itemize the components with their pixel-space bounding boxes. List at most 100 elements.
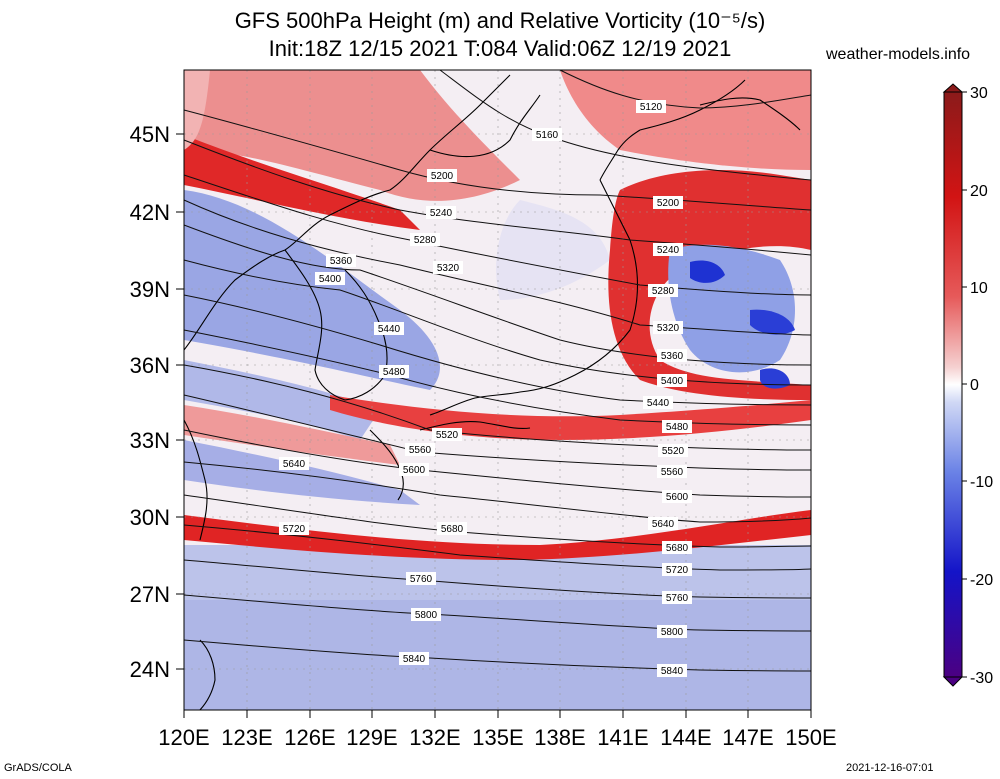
lat-label-33n: 33N <box>130 428 170 453</box>
contour-label: 5320 <box>433 261 463 274</box>
lat-label-39n: 39N <box>130 277 170 302</box>
contour-label: 5200 <box>653 196 683 209</box>
colorbar-tick: -10 <box>970 474 993 491</box>
contour-labels: 5120 5160 5200 5240 5280 5320 5360 5400 … <box>279 100 692 677</box>
contour-label: 5520 <box>432 428 462 441</box>
lat-label-45n: 45N <box>130 122 170 147</box>
contour-label: 5680 <box>662 541 692 554</box>
contour-label: 5400 <box>315 272 345 285</box>
site-credit: weather-models.info <box>826 46 971 63</box>
svg-text:5720: 5720 <box>283 524 306 535</box>
colorbar-tick: 30 <box>970 85 988 102</box>
contour-label: 5840 <box>399 652 429 665</box>
contour-label: 5600 <box>662 490 692 503</box>
svg-text:5720: 5720 <box>666 565 689 576</box>
svg-text:5520: 5520 <box>662 446 685 457</box>
colorbar-tick: 20 <box>970 183 988 200</box>
svg-text:5320: 5320 <box>657 323 680 334</box>
contour-label: 5280 <box>648 284 678 297</box>
colorbar: 30 20 10 0 -10 -20 -30 <box>942 83 993 687</box>
svg-text:5840: 5840 <box>403 654 426 665</box>
svg-text:5640: 5640 <box>283 459 306 470</box>
contour-label: 5560 <box>657 465 687 478</box>
contour-label: 5520 <box>658 444 688 457</box>
lon-label-126e: 126E <box>284 725 335 750</box>
svg-text:5680: 5680 <box>666 543 689 554</box>
colorbar-tick: 0 <box>970 377 979 394</box>
contour-label: 5240 <box>426 206 456 219</box>
svg-text:5600: 5600 <box>666 492 689 503</box>
svg-text:5560: 5560 <box>661 467 684 478</box>
svg-text:5680: 5680 <box>441 524 464 535</box>
svg-text:5640: 5640 <box>652 519 675 530</box>
svg-text:5440: 5440 <box>647 398 670 409</box>
contour-label: 5680 <box>437 522 467 535</box>
lat-label-30n: 30N <box>130 505 170 530</box>
contour-label: 5760 <box>662 591 692 604</box>
generated-timestamp: 2021-12-16-07:01 <box>846 762 934 774</box>
svg-text:5520: 5520 <box>436 430 459 441</box>
contour-label: 5720 <box>662 563 692 576</box>
svg-text:5800: 5800 <box>415 610 438 621</box>
contour-label: 5640 <box>279 457 309 470</box>
contour-label: 5360 <box>326 254 356 267</box>
contour-label: 5280 <box>410 233 440 246</box>
svg-text:5760: 5760 <box>410 574 433 585</box>
svg-text:5280: 5280 <box>652 286 675 297</box>
lat-label-27n: 27N <box>130 582 170 607</box>
lat-label-36n: 36N <box>130 353 170 378</box>
lon-label-135e: 135E <box>472 725 523 750</box>
lat-axis: 45N 42N 39N 36N 33N 30N 27N 24N <box>130 122 184 682</box>
svg-text:5160: 5160 <box>536 130 559 141</box>
svg-text:5760: 5760 <box>666 593 689 604</box>
contour-label: 5560 <box>405 443 435 456</box>
svg-text:5120: 5120 <box>640 102 663 113</box>
svg-text:5240: 5240 <box>657 245 680 256</box>
lon-label-144e: 144E <box>660 725 711 750</box>
svg-text:5320: 5320 <box>437 263 460 274</box>
lat-label-24n: 24N <box>130 657 170 682</box>
contour-label: 5440 <box>374 322 404 335</box>
svg-text:5440: 5440 <box>378 324 401 335</box>
contour-label: 5360 <box>657 349 687 362</box>
map-subtitle: Init:18Z 12/15 2021 T:084 Valid:06Z 12/1… <box>268 36 732 61</box>
colorbar-top-arrow <box>942 83 964 93</box>
lon-axis: 120E 123E 126E 129E 132E 135E 138E 141E … <box>158 710 837 750</box>
lon-label-138e: 138E <box>534 725 585 750</box>
contour-label: 5800 <box>657 625 687 638</box>
svg-text:5560: 5560 <box>409 445 432 456</box>
lon-label-147e: 147E <box>722 725 773 750</box>
svg-text:5480: 5480 <box>383 367 406 378</box>
contour-label: 5400 <box>657 374 687 387</box>
svg-text:5280: 5280 <box>414 235 437 246</box>
height-contours <box>183 69 812 672</box>
svg-text:5600: 5600 <box>403 465 426 476</box>
svg-text:5200: 5200 <box>431 171 454 182</box>
svg-text:5360: 5360 <box>330 256 353 267</box>
map-title: GFS 500hPa Height (m) and Relative Vorti… <box>234 8 766 33</box>
software-credit: GrADS/COLA <box>4 762 72 774</box>
colorbar-bottom-arrow <box>942 676 964 687</box>
svg-text:5360: 5360 <box>661 351 684 362</box>
svg-text:5400: 5400 <box>319 274 342 285</box>
colorbar-bar <box>943 91 963 678</box>
contour-label: 5640 <box>648 517 678 530</box>
contour-label: 5600 <box>399 463 429 476</box>
lon-label-120e: 120E <box>158 725 209 750</box>
contour-label: 5720 <box>279 522 309 535</box>
contour-label: 5440 <box>643 396 673 409</box>
contour-label: 5480 <box>662 420 692 433</box>
lon-label-123e: 123E <box>221 725 272 750</box>
lon-label-150e: 150E <box>785 725 836 750</box>
contour-label: 5240 <box>653 243 683 256</box>
lon-label-129e: 129E <box>346 725 397 750</box>
svg-text:5200: 5200 <box>657 198 680 209</box>
lat-label-42n: 42N <box>130 200 170 225</box>
contour-label: 5840 <box>657 664 687 677</box>
contour-label: 5480 <box>379 365 409 378</box>
svg-text:5840: 5840 <box>661 666 684 677</box>
lon-label-141e: 141E <box>597 725 648 750</box>
contour-label: 5760 <box>406 572 436 585</box>
svg-text:5480: 5480 <box>666 422 689 433</box>
